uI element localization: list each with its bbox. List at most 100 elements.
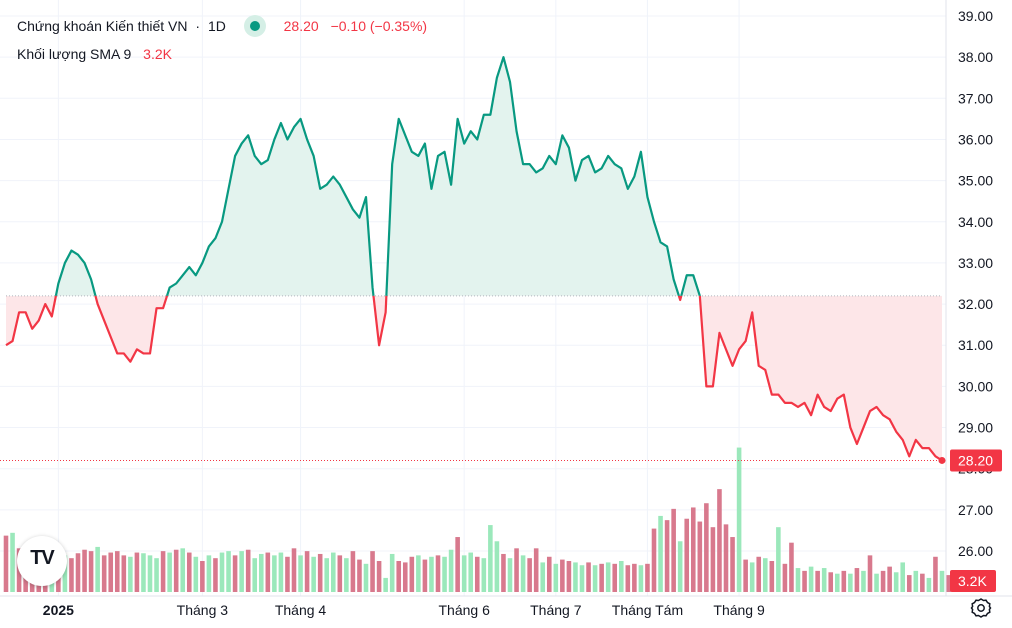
volume-bar [213,558,218,592]
volume-bar [651,528,657,592]
volume-bar [435,555,441,592]
volume-bar [474,556,480,592]
volume-bar [743,559,748,592]
volume-bar [95,546,100,592]
volume-bar [409,556,415,592]
legend-volume-row: Khối lượng SMA 9 3.2K [17,45,172,62]
volume-bar [586,562,591,592]
volume-bar [180,548,186,592]
legend-symbol-row: Chứng khoán Kiến thiết VN · 1D 28.20 −0.… [17,15,427,37]
volume-bar [376,561,382,592]
area-fill-above [6,57,942,296]
last-price-badge: 28.20 [950,449,1002,472]
volume-bar [749,562,755,592]
volume-bar [173,549,179,592]
volume-bar [546,556,552,592]
price-axis-tick: 29.00 [958,420,993,436]
volume-bar [933,556,938,592]
volume-bar [226,551,231,592]
volume-bar [488,525,493,592]
market-open-status-icon [243,15,266,37]
volume-bar [298,555,303,592]
price-axis-tick: 39.00 [958,8,993,24]
volume-bar [278,552,284,592]
volume-bar [337,555,343,592]
price-axis-tick: 27.00 [958,502,993,518]
volume-bar [841,570,847,592]
volume-bar [206,555,212,592]
volume-bar [416,555,421,592]
volume-bar [906,575,912,592]
interval-label[interactable]: 1D [207,18,226,34]
volume-bar [245,549,251,592]
volume-bar [762,558,768,592]
volume-bar [88,551,94,592]
volume-bar [900,562,906,592]
time-axis[interactable]: 2025 Tháng 3 Tháng 4 Tháng 6 Tháng 7 Tháng Tá… [0,595,1012,618]
volume-bar [272,555,277,592]
last-volume-label: 3.2K [958,573,987,589]
volume-bar [592,565,598,592]
tradingview-logo[interactable]: TV [17,536,67,586]
time-axis-tick: Tháng 3 [177,602,229,618]
volume-bar [926,577,932,592]
volume-bar [3,535,9,592]
settings-gear-icon[interactable] [970,597,992,619]
volume-bar [632,563,637,592]
volume-bar [304,551,310,592]
volume-bar [704,503,709,592]
volume-bar [252,558,258,592]
volume-bar [867,555,873,592]
volume-bar [344,558,349,592]
price-line [5,56,943,462]
volume-bar [10,532,15,592]
volume-bar [357,559,362,592]
volume-bar [834,573,840,592]
volume-bar [579,565,585,592]
volume-bar [114,551,120,592]
volume-bar [370,551,375,592]
price-axis-tick: 31.00 [958,337,993,353]
price-axis-tick: 36.00 [958,131,993,147]
volume-bar [186,552,192,592]
volume-bar [874,573,879,592]
volume-bar [861,570,866,592]
symbol-title[interactable]: Chứng khoán Kiến thiết VN [17,18,188,34]
volume-bar [913,570,919,592]
volume-bar [82,549,87,592]
volume-bar [101,555,107,592]
volume-bar [848,573,853,592]
time-axis-tick: Tháng 7 [530,602,582,618]
price-axis[interactable]: 39.00 38.00 37.00 36.00 35.00 34.00 33.00 32.00… [945,0,993,596]
time-axis-tick: Tháng 6 [438,602,490,618]
volume-bar [62,555,68,592]
volume-bar [946,575,951,592]
volume-bar [468,552,474,592]
volume-bar [75,553,81,592]
price-axis-tick: 37.00 [958,90,993,106]
volume-bar [920,573,925,592]
volume-bar [330,552,336,592]
volume-bar [128,556,133,592]
time-axis-tick: 2025 [43,602,74,618]
volume-bar [402,562,408,592]
volume-bar [134,552,140,592]
volume-bar [776,527,781,592]
volume-bar [893,572,899,592]
price-axis-tick: 32.00 [958,296,993,312]
volume-bar [782,563,788,592]
volume-bar [789,542,794,592]
price-axis-tick: 34.00 [958,214,993,230]
last-price-value: 28.20 [283,18,319,34]
volume-bar [645,563,650,592]
price-axis-tick: 26.00 [958,543,993,559]
volume-bar [285,556,290,592]
volume-bar [887,566,892,592]
volume-bar [730,537,735,592]
volume-bar [383,577,388,592]
volume-bar [828,572,834,592]
volume-bar [200,561,205,592]
volume-indicator-label[interactable]: Khối lượng SMA 9 [17,46,132,63]
volume-bar [108,552,114,592]
